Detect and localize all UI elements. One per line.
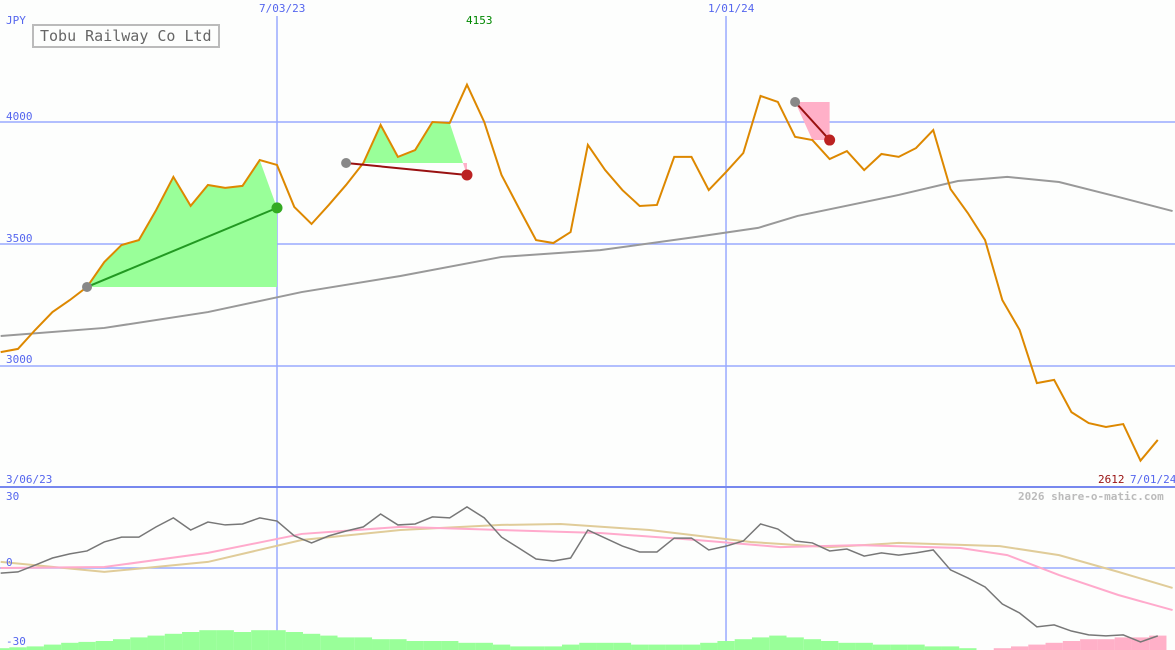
moving-average-line	[0, 175, 1173, 337]
volume-bar	[561, 644, 580, 650]
volume-bar	[734, 639, 752, 650]
x-tick-label: 7/03/23	[259, 2, 306, 15]
volume-bar	[941, 646, 960, 650]
volume-bar	[1011, 646, 1029, 650]
volume-bar	[544, 646, 563, 650]
volume-bar	[458, 642, 476, 650]
trade-exit-marker	[271, 202, 283, 214]
volume-bar	[769, 635, 787, 650]
volume-bar	[717, 641, 735, 650]
volume-bar	[268, 630, 286, 650]
volume-bar	[665, 644, 683, 650]
low-price-label: 2612	[1098, 473, 1125, 486]
volume-bar	[1149, 635, 1167, 650]
volume-bar	[492, 644, 511, 650]
volume-bar	[302, 633, 321, 650]
slow-average-line	[0, 522, 1173, 589]
volume-bar	[579, 642, 597, 650]
volume-bar	[700, 642, 718, 650]
trade-line	[794, 101, 831, 141]
volume-bar	[872, 644, 891, 650]
volume-bar	[112, 639, 131, 650]
y-tick-label: 3000	[6, 353, 33, 366]
volume-bar	[78, 641, 96, 650]
trade-line	[86, 206, 278, 288]
volume-bar	[613, 642, 632, 650]
stock-title: Tobu Railway Co Ltd	[32, 24, 220, 48]
volume-bar	[475, 642, 493, 650]
volume-bar	[596, 642, 614, 650]
trade-exit-marker	[824, 134, 836, 146]
volume-bar	[803, 639, 822, 650]
volume-bar	[1045, 642, 1063, 650]
volume-bar	[182, 632, 200, 650]
volume-bar	[682, 644, 701, 650]
volume-bar	[510, 646, 528, 650]
volume-bar	[1097, 639, 1115, 650]
volume-bar	[631, 644, 649, 650]
volume-bar	[199, 630, 217, 650]
volume-bar	[320, 635, 338, 650]
volume-bar	[130, 637, 148, 650]
volume-bar	[1028, 644, 1046, 650]
volume-bar	[9, 647, 27, 650]
volume-bar	[821, 641, 839, 650]
volume-bar	[285, 632, 303, 650]
osc-tick-label: 30	[6, 490, 20, 503]
volume-bar	[993, 648, 1012, 650]
volume-bar	[1114, 637, 1132, 650]
volume-bar	[527, 646, 545, 650]
volume-bar	[838, 642, 856, 650]
volume-bar	[786, 637, 804, 650]
copyright-label: 2026 share-o-matic.com	[1018, 490, 1164, 503]
volume-bar	[751, 637, 770, 650]
price-line	[0, 82, 1159, 463]
high-price-label: 4153	[466, 14, 493, 27]
volume-bar	[43, 644, 62, 650]
volume-bar	[441, 641, 459, 650]
volume-bar	[389, 639, 407, 650]
volume-bar	[0, 648, 10, 650]
trade-entry-marker	[82, 281, 93, 292]
volume-bar	[61, 642, 79, 650]
y-tick-label: 3500	[6, 232, 33, 245]
volume-bar	[372, 639, 390, 650]
start-date-label: 3/06/23	[6, 473, 53, 486]
trade-entry-marker	[341, 157, 352, 168]
volume-bar	[959, 648, 977, 650]
currency-label: JPY	[6, 14, 26, 27]
trade-exit-marker	[461, 169, 473, 181]
volume-bar	[216, 630, 234, 650]
volume-bar	[890, 644, 908, 650]
volume-bar	[337, 637, 355, 650]
volume-bar	[1080, 639, 1098, 650]
volume-bar	[648, 644, 666, 650]
volume-bar	[164, 633, 183, 650]
volume-bar	[406, 641, 424, 650]
volume-bar	[233, 632, 252, 650]
trade-line	[345, 161, 468, 176]
volume-bar	[95, 641, 113, 650]
volume-bar	[147, 635, 165, 650]
volume-bar	[423, 641, 442, 650]
volume-bar	[354, 637, 373, 650]
x-tick-label: 1/01/24	[708, 2, 755, 15]
volume-bar	[26, 646, 44, 650]
trade-gain-area	[87, 160, 277, 287]
osc-tick-label: -30	[6, 635, 26, 648]
trade-gain-area	[346, 122, 467, 163]
volume-bar	[855, 642, 873, 650]
volume-bar	[251, 630, 269, 650]
y-tick-label: 4000	[6, 110, 33, 123]
fast-average-line	[0, 525, 1173, 612]
volume-bar	[924, 646, 942, 650]
volume-bar	[907, 644, 925, 650]
oscillator-line	[0, 506, 1159, 643]
trade-entry-marker	[790, 96, 801, 107]
osc-tick-label: 0	[6, 556, 13, 569]
end-date-label: 7/01/24	[1130, 473, 1175, 486]
volume-bar	[1062, 641, 1081, 650]
